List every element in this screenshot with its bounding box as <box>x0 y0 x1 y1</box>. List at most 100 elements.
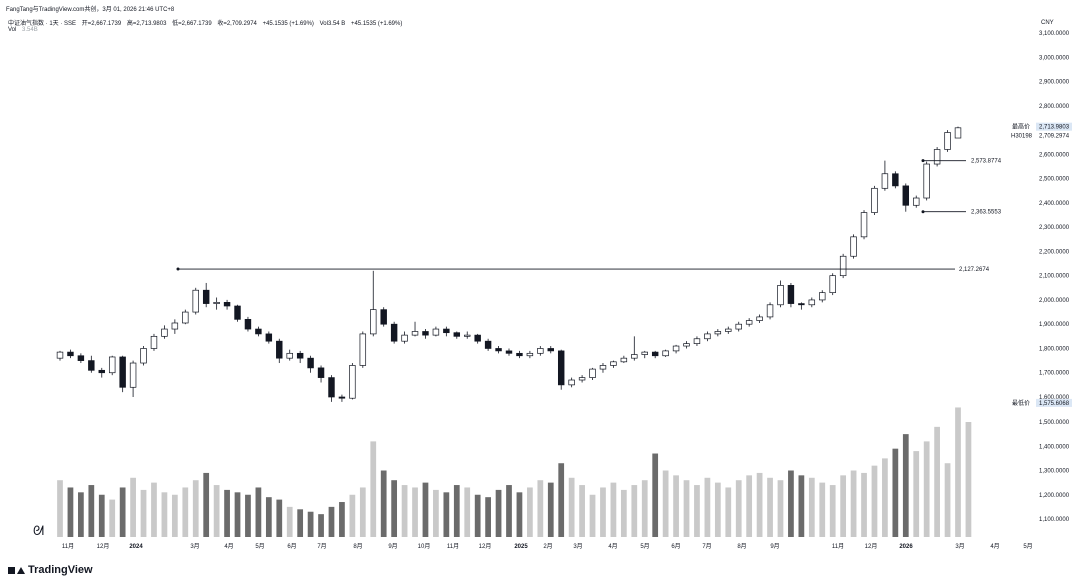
volume-bar <box>547 482 554 537</box>
volume-bar <box>349 494 356 537</box>
x-tick-label: 7月 <box>702 543 711 550</box>
candle-body <box>787 285 795 304</box>
volume-bar <box>861 472 867 537</box>
x-tick-label: 5月 <box>255 543 264 550</box>
candle-body <box>129 362 137 388</box>
price-tick-label: 2,200.0000 <box>1039 249 1070 255</box>
candle-body <box>495 348 502 352</box>
volume-bar <box>934 426 940 537</box>
candle-body <box>370 309 377 335</box>
candle-body <box>234 305 241 320</box>
volume-bar <box>746 475 753 537</box>
candle-body <box>307 357 314 369</box>
low-price-name: 最低价 <box>1012 399 1030 407</box>
candle-body <box>453 332 461 337</box>
x-tick-label: 7月 <box>317 543 326 550</box>
candle-body <box>411 331 419 336</box>
high-value: 高=2,713.9803 <box>126 21 167 27</box>
candle-body <box>829 275 836 294</box>
candle-body <box>808 299 816 306</box>
volume-bar <box>652 453 659 537</box>
volume-bar <box>600 487 606 537</box>
candle-body <box>255 328 262 335</box>
volume-bar <box>328 506 335 537</box>
volume-legend[interactable]: Vol 3.54B <box>8 27 38 33</box>
volume-bar <box>714 482 721 537</box>
high-price-value: 2,713.9803 <box>1039 125 1070 131</box>
candle-body <box>296 352 304 359</box>
price-tick-label: 1,900.0000 <box>1039 322 1070 328</box>
volume-bar <box>683 480 690 537</box>
x-tick-label: 2026 <box>899 544 913 550</box>
candle-body <box>892 173 899 187</box>
candle-body <box>171 322 179 330</box>
x-tick-label: 3月 <box>573 543 582 550</box>
candle-body <box>693 338 701 344</box>
volume-bar <box>558 463 565 537</box>
volume-bar <box>871 465 878 537</box>
x-tick-label: 11月 <box>447 543 459 550</box>
change-value: +45.1535 (+1.69%) <box>262 21 314 27</box>
volume-inline: Vol3.54 B <box>319 21 346 27</box>
x-tick-label: 3月 <box>955 543 964 550</box>
volume-bar <box>631 485 638 537</box>
candle-body <box>192 289 199 313</box>
candle-body <box>735 323 742 330</box>
candle-body <box>620 357 628 363</box>
high-marker-anchor <box>921 159 925 163</box>
volume-bar <box>78 492 84 537</box>
resistance-line-anchor <box>176 267 180 271</box>
volume-bar <box>892 448 899 537</box>
volume-bar <box>620 489 627 537</box>
volume-bar <box>453 485 460 537</box>
candle-body <box>317 367 325 378</box>
candle-body <box>161 328 168 337</box>
x-tick-label: 9月 <box>770 543 779 550</box>
candle-body <box>328 377 335 398</box>
candle-body <box>871 187 878 213</box>
candle-body <box>662 350 669 357</box>
candle-body <box>641 351 648 355</box>
candle-body <box>56 351 64 359</box>
volume-tick-label: 1,200.0000 <box>1039 493 1070 499</box>
volume-bar <box>119 487 126 537</box>
candle-body <box>954 127 962 139</box>
candle-body <box>119 356 126 388</box>
volume-bar <box>788 470 794 537</box>
volume-bar <box>694 485 700 537</box>
low-price-value: 1,575.6068 <box>1039 401 1070 407</box>
volume-bar <box>756 472 763 537</box>
volume-bar <box>902 434 909 537</box>
volume-bar <box>527 487 533 537</box>
volume-name: Vol <box>8 27 17 33</box>
low-price-badge <box>1036 398 1072 407</box>
volume-bar <box>245 494 251 537</box>
volume-bar <box>735 480 742 537</box>
volume-bar <box>955 407 961 537</box>
candle-body <box>432 328 440 336</box>
candle-body <box>933 149 941 165</box>
volume-bar <box>944 463 951 537</box>
volume-bar <box>224 489 230 537</box>
tradingview-logo[interactable]: TradingView <box>8 564 93 576</box>
candle-body <box>704 333 711 340</box>
ohlc-legend: 中证油气指数 · 1天 · SSE 开=2,667.1739 高=2,713.9… <box>8 18 402 27</box>
volume-bar <box>359 487 366 537</box>
volume-bar <box>255 487 262 537</box>
candle-body <box>860 212 868 238</box>
volume-bar <box>913 451 920 537</box>
volume-bar <box>673 475 679 537</box>
currency-label: CNY <box>1041 20 1054 26</box>
x-tick-label: 3月 <box>190 543 199 550</box>
candle-body <box>202 289 210 304</box>
symbol-label[interactable]: 中证油气指数 · 1天 · SSE <box>8 21 77 27</box>
candle-body <box>77 355 85 361</box>
open-value: 开=2,667.1739 <box>81 21 122 27</box>
price-tick-label: 2,800.0000 <box>1039 104 1070 110</box>
candle-body <box>766 304 774 318</box>
x-tick-label: 5月 <box>640 543 649 550</box>
volume-bar <box>67 487 74 537</box>
candle-body <box>683 343 690 347</box>
volume-bar <box>704 477 711 537</box>
